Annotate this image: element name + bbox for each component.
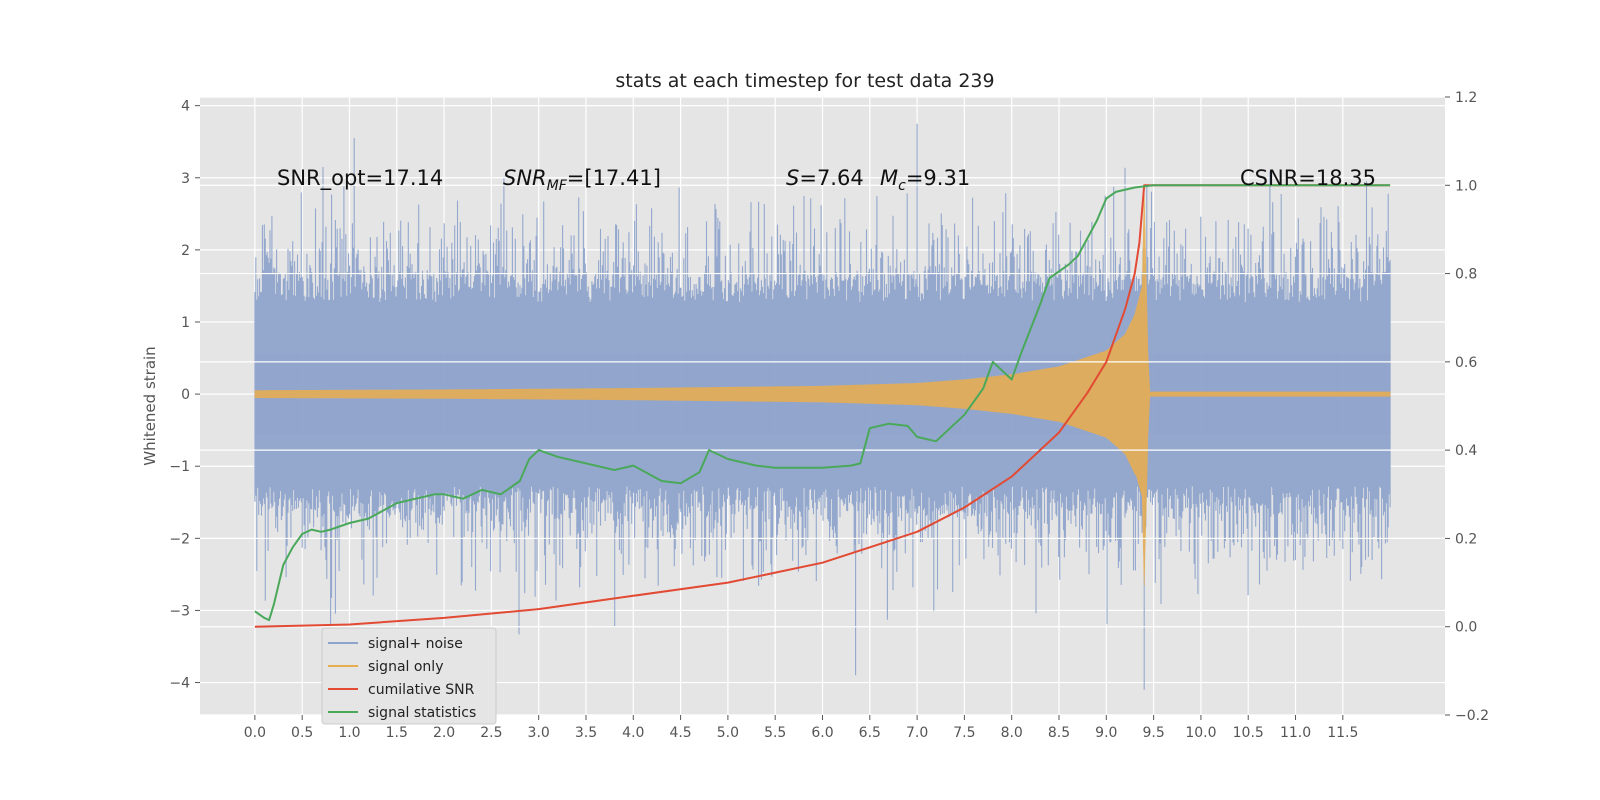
x-tick-label: 6.0 (811, 725, 833, 741)
y-tick-label: −3 (169, 603, 190, 619)
annotation-snr-mf-var: SNR (503, 166, 547, 190)
chart-title: stats at each timestep for test data 239 (615, 70, 994, 92)
annotation-snr-opt: SNR_opt=17.14 (277, 166, 443, 191)
annotation-csnr: CSNR=18.35 (1240, 166, 1376, 190)
annotation-s-var: S (786, 166, 799, 190)
x-tick-label: 5.5 (764, 725, 786, 741)
x-tick-label: 0.5 (291, 725, 313, 741)
legend: signal+ noise signal only cumilative SNR si… (321, 627, 497, 725)
x-tick-label: 9.5 (1142, 725, 1164, 741)
y-axis-left: 4 3 2 1 0 −1 −2 −3 −4 (169, 99, 200, 692)
y-tick-label: −1 (169, 459, 190, 475)
annotation-mc-value: =9.31 (906, 166, 970, 190)
x-tick-label: 1.0 (338, 725, 360, 741)
y-tick-label: 0 (181, 387, 190, 403)
signal-only-trace (254, 192, 1391, 586)
y2-tick-label: 0.2 (1455, 531, 1477, 547)
y2-tick-label: 1.2 (1455, 90, 1477, 106)
x-tick-label: 3.5 (575, 725, 597, 741)
x-tick-label: 8.5 (1048, 725, 1070, 741)
x-tick-label: 4.0 (622, 725, 644, 741)
legend-entry-signal-noise: signal+ noise (328, 636, 463, 652)
x-tick-label: 11.0 (1280, 725, 1311, 741)
x-axis: 0.0 0.5 1.0 1.5 2.0 2.5 3.0 3.5 4.0 4.5 5.0 5.5 6.0 6… (244, 715, 1358, 741)
annotation-s: S=7.64 (786, 166, 864, 190)
y2-tick-label: 0.8 (1455, 267, 1477, 283)
x-tick-label: 10.0 (1185, 725, 1216, 741)
y-tick-label: 4 (181, 99, 190, 115)
annotation-mc: Mc=9.31 (880, 166, 970, 194)
x-tick-label: 9.0 (1095, 725, 1117, 741)
annotation-mc-sub: c (898, 178, 906, 194)
annotation-snr-mf-value: =[17.41] (567, 166, 661, 190)
x-tick-label: 4.5 (669, 725, 691, 741)
signal-statistics-line (254, 184, 1391, 622)
legend-label: cumilative SNR (368, 682, 475, 698)
y-axis-label: Whitened strain (141, 346, 159, 465)
annotation-s-value: =7.64 (799, 166, 863, 190)
legend-entry-signal-only: signal only (328, 659, 443, 675)
y2-tick-label: 1.0 (1455, 178, 1477, 194)
legend-entries: signal+ noise signal only cumilative SNR si… (328, 636, 476, 721)
y2-tick-label: 0.4 (1455, 443, 1477, 459)
right-axis-series (254, 184, 1391, 628)
legend-label: signal+ noise (368, 636, 463, 652)
legend-entry-cumulative-snr: cumilative SNR (328, 682, 475, 698)
x-tick-label: 0.0 (244, 725, 266, 741)
x-tick-label: 10.5 (1233, 725, 1264, 741)
annotation-snr-mf-sub: MF (547, 178, 568, 194)
legend-label: signal statistics (368, 705, 476, 721)
x-tick-label: 7.5 (953, 725, 975, 741)
x-tick-label: 2.5 (480, 725, 502, 741)
x-tick-label: 8.0 (1001, 725, 1023, 741)
annotations: SNR_opt=17.14 SNRMF=[17.41] S=7.64 Mc=9.… (277, 166, 1376, 194)
x-tick-label: 5.0 (717, 725, 739, 741)
plot-area (200, 96, 1445, 716)
y2-tick-label: 0.0 (1455, 620, 1477, 636)
cumulative-snr-line (254, 184, 1391, 628)
series-signal-only (254, 192, 1391, 586)
x-tick-label: 11.5 (1327, 725, 1358, 741)
y-tick-label: 1 (181, 315, 190, 331)
legend-entry-signal-statistics: signal statistics (328, 705, 476, 721)
x-tick-label: 7.0 (906, 725, 928, 741)
y-tick-label: −2 (169, 531, 190, 547)
y-axis-right: 1.2 1.0 0.8 0.6 0.4 0.2 0.0 −0.2 (1445, 90, 1489, 724)
annotation-mc-var: M (880, 166, 898, 190)
x-tick-label: 1.5 (386, 725, 408, 741)
y-tick-label: 3 (181, 171, 190, 187)
annotation-snr-mf: SNRMF=[17.41] (503, 166, 661, 194)
x-tick-label: 2.0 (433, 725, 455, 741)
x-tick-label: 3.0 (528, 725, 550, 741)
y-tick-label: −4 (169, 676, 190, 692)
legend-box (321, 627, 497, 725)
y2-tick-label: 0.6 (1455, 355, 1477, 371)
legend-label: signal only (368, 659, 443, 675)
y-tick-label: 2 (181, 243, 190, 259)
x-tick-label: 6.5 (859, 725, 881, 741)
y2-tick-label: −0.2 (1455, 708, 1489, 724)
